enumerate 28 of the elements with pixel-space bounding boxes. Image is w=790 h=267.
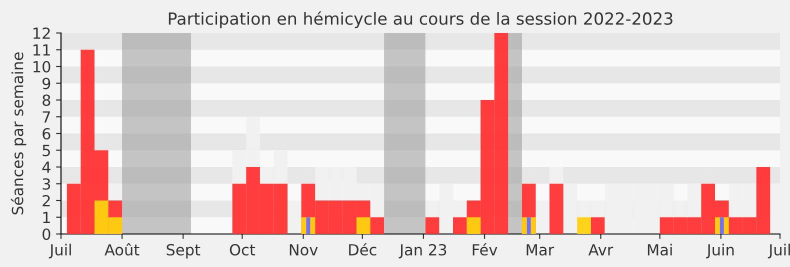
x-tick-label: Fév <box>472 243 498 256</box>
y-tick-label: 12 <box>34 27 50 39</box>
y-tick-label: 8 <box>42 94 50 106</box>
y-tick-label: 6 <box>42 128 50 140</box>
y-tick-label: 0 <box>42 228 50 240</box>
chart-title: Participation en hémicycle au cours de la session 2022-2023 <box>168 11 672 28</box>
x-tick-label: Mai <box>648 244 672 256</box>
y-tick-label: 9 <box>42 78 50 90</box>
x-tick-label: Sept <box>166 244 200 259</box>
x-tick-label: Avr <box>588 244 614 256</box>
x-tick-label: Juil <box>48 244 71 258</box>
x-tick-label: Jan 23 <box>398 244 446 258</box>
y-tick-label: 11 <box>34 44 50 56</box>
y-tick-label: 1 <box>43 212 50 224</box>
y-tick-label: 3 <box>42 178 50 190</box>
x-tick-label: Oct <box>230 244 256 256</box>
y-axis-title: Séances par semaine <box>10 52 26 214</box>
y-tick-label: 10 <box>34 60 50 73</box>
x-tick-label: Mar <box>526 244 554 256</box>
y-tick-label: 5 <box>42 144 50 156</box>
x-tick-label: Déc <box>349 243 376 256</box>
y-tick-label: 7 <box>42 111 50 123</box>
x-tick-label: Juil <box>768 244 790 258</box>
y-tick-label: 4 <box>42 162 50 173</box>
x-tick-label: Juin <box>706 244 734 258</box>
x-tick-label: Août <box>104 243 140 256</box>
x-tick-label: Nov <box>290 244 318 256</box>
y-tick-label: 2 <box>42 194 50 206</box>
